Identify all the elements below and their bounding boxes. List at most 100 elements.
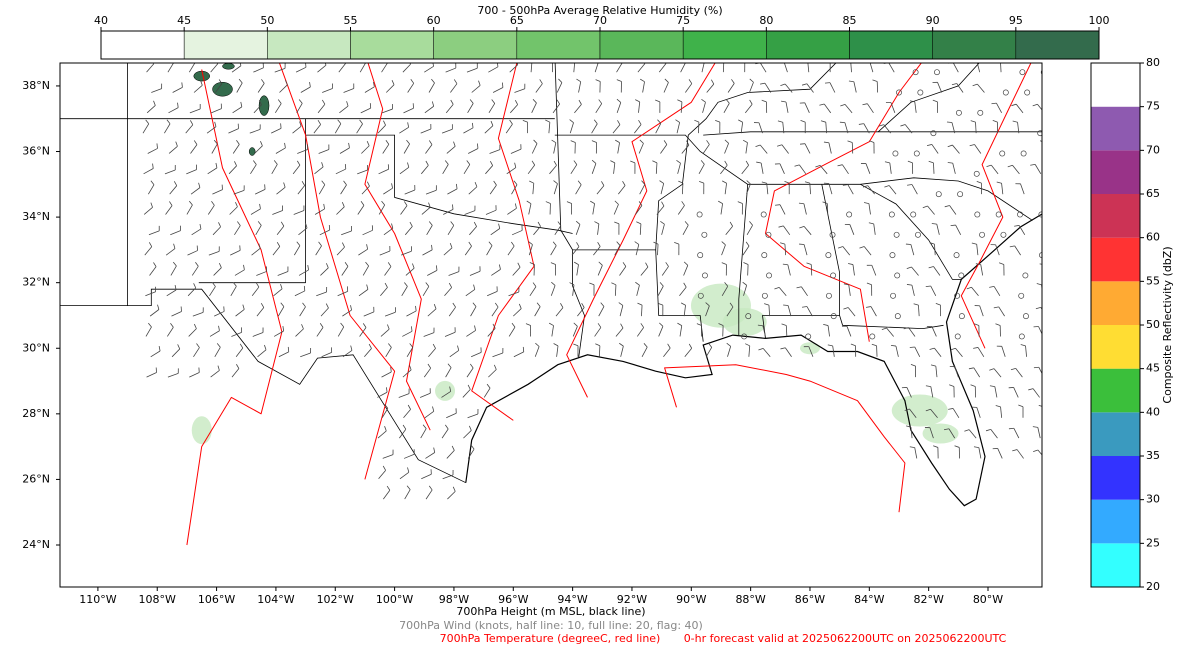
wind-barb-tick: [910, 363, 916, 367]
wind-barb: [634, 124, 642, 134]
wind-barb-tick: [156, 143, 158, 149]
calm-wind: [1037, 130, 1042, 137]
wind-barb: [1000, 406, 1003, 418]
wind-barb: [727, 346, 732, 357]
wind-barb-tick: [903, 327, 909, 330]
wind-barb: [593, 246, 601, 256]
wind-barb: [911, 284, 915, 296]
wind-barb: [867, 185, 875, 195]
wind-barb: [278, 351, 289, 358]
wind-barb: [253, 104, 262, 114]
wind-barb: [404, 189, 416, 195]
wind-barb-tick: [725, 99, 730, 104]
wind-barb: [746, 225, 753, 236]
wind-barb-tick: [848, 80, 854, 83]
wind-barb-tick: [641, 180, 646, 185]
wind-barb: [1014, 245, 1021, 256]
wind-barb: [443, 247, 453, 256]
wind-barb-tick: [383, 120, 386, 126]
lon-tick-label: 96°W: [498, 593, 528, 606]
wind-barb: [1037, 449, 1042, 456]
wind-barb-tick: [153, 100, 156, 106]
wind-barb: [379, 250, 391, 256]
humid-area: [222, 63, 235, 70]
wind-barb: [467, 148, 479, 154]
wind-barb: [356, 123, 363, 134]
wind-barb-tick: [553, 343, 559, 347]
wind-barb: [531, 143, 538, 154]
wind-barb-tick: [740, 59, 745, 61]
wind-barb: [768, 305, 771, 317]
wind-barb: [935, 366, 938, 378]
wind-barb: [849, 224, 855, 235]
wind-barb-tick: [985, 428, 991, 432]
wind-barb: [425, 189, 437, 195]
wind-barb-tick: [317, 119, 321, 125]
wind-barb: [378, 470, 386, 480]
wind-barb-tick: [724, 282, 729, 287]
wind-barb: [890, 102, 896, 113]
wind-barb-tick: [701, 98, 706, 103]
wind-barb: [167, 372, 179, 378]
lon-tick-label: 88°W: [735, 593, 765, 606]
wind-barb-tick: [386, 387, 388, 393]
wind-barb: [419, 392, 431, 398]
wind-barb: [274, 103, 282, 114]
wind-barb-tick: [532, 282, 537, 287]
wind-barb: [293, 245, 301, 256]
wind-barb: [467, 448, 475, 459]
wind-barb: [441, 428, 449, 439]
wind-barb-tick: [1020, 344, 1026, 347]
wind-barb: [553, 142, 557, 154]
wind-barb-tick: [382, 465, 386, 471]
calm-wind: [934, 69, 940, 76]
wind-barb: [232, 106, 243, 114]
wind-barb-tick: [387, 262, 392, 267]
wind-barb: [314, 208, 325, 215]
wind-barb-tick: [496, 63, 499, 67]
wind-barb: [936, 224, 940, 235]
wind-barb-tick: [531, 160, 536, 166]
wind-barb: [470, 306, 477, 317]
lat-tick-label: 34°N: [22, 210, 50, 223]
wind-barb-tick: [708, 343, 713, 348]
wind-barb-tick: [906, 284, 912, 286]
wind-barb: [422, 286, 430, 297]
wind-barb: [272, 246, 281, 256]
wind-barb: [492, 352, 503, 358]
wind-barb-tick: [928, 160, 934, 164]
wind-barb: [785, 325, 788, 337]
wind-barb: [383, 489, 391, 500]
wind-barb-tick: [529, 262, 535, 265]
wind-barb: [207, 205, 215, 215]
wind-barb-tick: [858, 123, 864, 125]
wind-barb-tick: [746, 180, 751, 185]
wind-barb-tick: [1012, 120, 1018, 123]
wind-barb: [193, 84, 203, 93]
wind-barb-tick: [913, 303, 919, 306]
wind-barb-tick: [283, 182, 286, 188]
wind-barb: [1032, 388, 1040, 398]
wind-barb: [910, 427, 913, 439]
wind-barb-tick: [686, 140, 690, 146]
wind-barb-tick: [545, 119, 551, 123]
wind-barb: [382, 108, 393, 114]
wind-barb-tick: [947, 144, 953, 148]
wind-barb-tick: [749, 99, 753, 105]
wind-barb-tick: [350, 305, 352, 311]
wind-barb: [914, 101, 917, 113]
wind-barb: [270, 127, 282, 134]
wind-barb: [1015, 103, 1024, 114]
wind-barb-tick: [619, 342, 624, 347]
rh-color-band: [100, 30, 185, 60]
wind-barb: [723, 103, 730, 114]
wind-barb: [682, 224, 689, 235]
wind-barb: [318, 184, 326, 195]
wind-barb: [556, 82, 563, 93]
wind-barb: [576, 264, 579, 276]
wind-barb: [683, 265, 689, 276]
wind-barb-tick: [213, 139, 218, 145]
wind-barb-tick: [667, 343, 671, 349]
wind-barb: [555, 307, 564, 317]
calm-wind: [935, 191, 942, 198]
